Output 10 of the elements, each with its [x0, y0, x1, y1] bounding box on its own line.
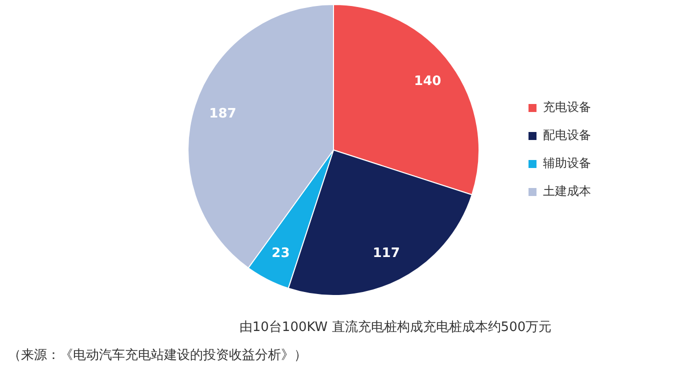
legend-label: 充电设备: [543, 100, 591, 114]
data-label: 140: [414, 74, 442, 89]
text: （来源：《电动汽车充电站建设的投资收益分析》）: [8, 347, 307, 364]
data-label: 187: [209, 106, 236, 122]
legend-label: 土建成本: [543, 184, 591, 198]
text: 由10台100KW 直流充电桩构成充电桩成本约500万元: [238, 319, 553, 336]
data-label: 23: [272, 246, 290, 262]
data-label: 117: [372, 246, 400, 262]
legend-label: 配电设备: [543, 128, 591, 142]
legend-label: 辅助设备: [543, 156, 591, 170]
